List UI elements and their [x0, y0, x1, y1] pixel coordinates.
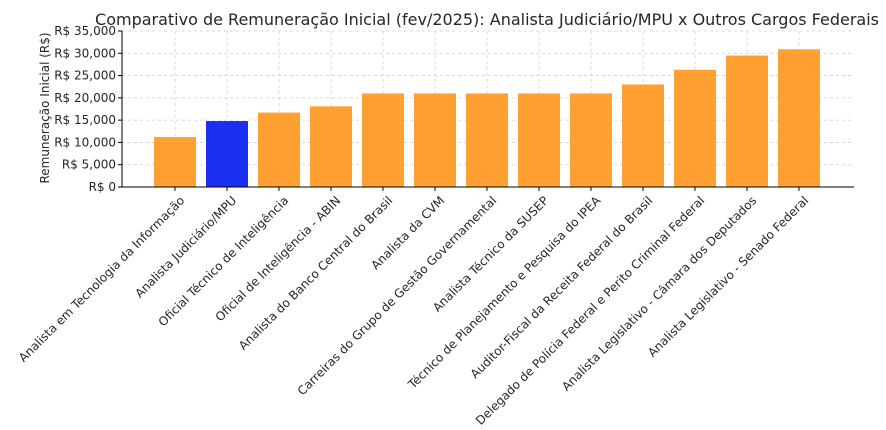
- y-tick-label: R$ 25,000: [54, 69, 116, 83]
- bar: [206, 121, 248, 187]
- y-tick-label: R$ 10,000: [54, 135, 116, 149]
- bar: [362, 93, 404, 187]
- y-tick-label: R$ 20,000: [54, 91, 116, 105]
- y-tick-label: R$ 30,000: [54, 46, 116, 60]
- bars: [154, 49, 820, 188]
- bar: [622, 84, 664, 187]
- y-tick-label: R$ 5,000: [62, 158, 116, 172]
- bar: [726, 55, 768, 188]
- bar: [310, 106, 352, 187]
- axes: [121, 31, 854, 188]
- chart-title: Comparativo de Remuneração Inicial (fev/…: [95, 10, 879, 29]
- y-tick-label: R$ 0: [89, 180, 116, 194]
- bar: [414, 93, 456, 187]
- y-axis-label: Remuneração Inicial (R$): [38, 32, 52, 183]
- x-tick-label: Analista Legislativo - Câmara dos Deputa…: [559, 193, 759, 393]
- bar: [258, 112, 300, 187]
- bar: [466, 93, 508, 187]
- bar: [778, 49, 820, 187]
- bar: [518, 93, 560, 187]
- x-tick-label: Carreiras do Grupo de Gestão Governament…: [295, 193, 500, 398]
- y-ticks: R$ 0 R$ 5,000 R$ 10,000 R$ 15,000 R$ 20,000 R…: [54, 24, 122, 194]
- bar: [154, 137, 196, 187]
- x-tick-label: Técnico de Planejamento e Pesquisa do IP…: [405, 193, 604, 392]
- y-tick-label: R$ 15,000: [54, 113, 116, 127]
- bar: [570, 93, 612, 187]
- x-tick-label: Analista Judiciário/MPU: [132, 193, 239, 300]
- bar: [674, 69, 716, 187]
- y-tick-label: R$ 35,000: [54, 24, 116, 38]
- x-ticks: Analista em Tecnologia da InformaçãoAnal…: [16, 187, 811, 428]
- x-tick-label: Auditor-Fiscal da Receita Federal do Bra…: [468, 193, 656, 381]
